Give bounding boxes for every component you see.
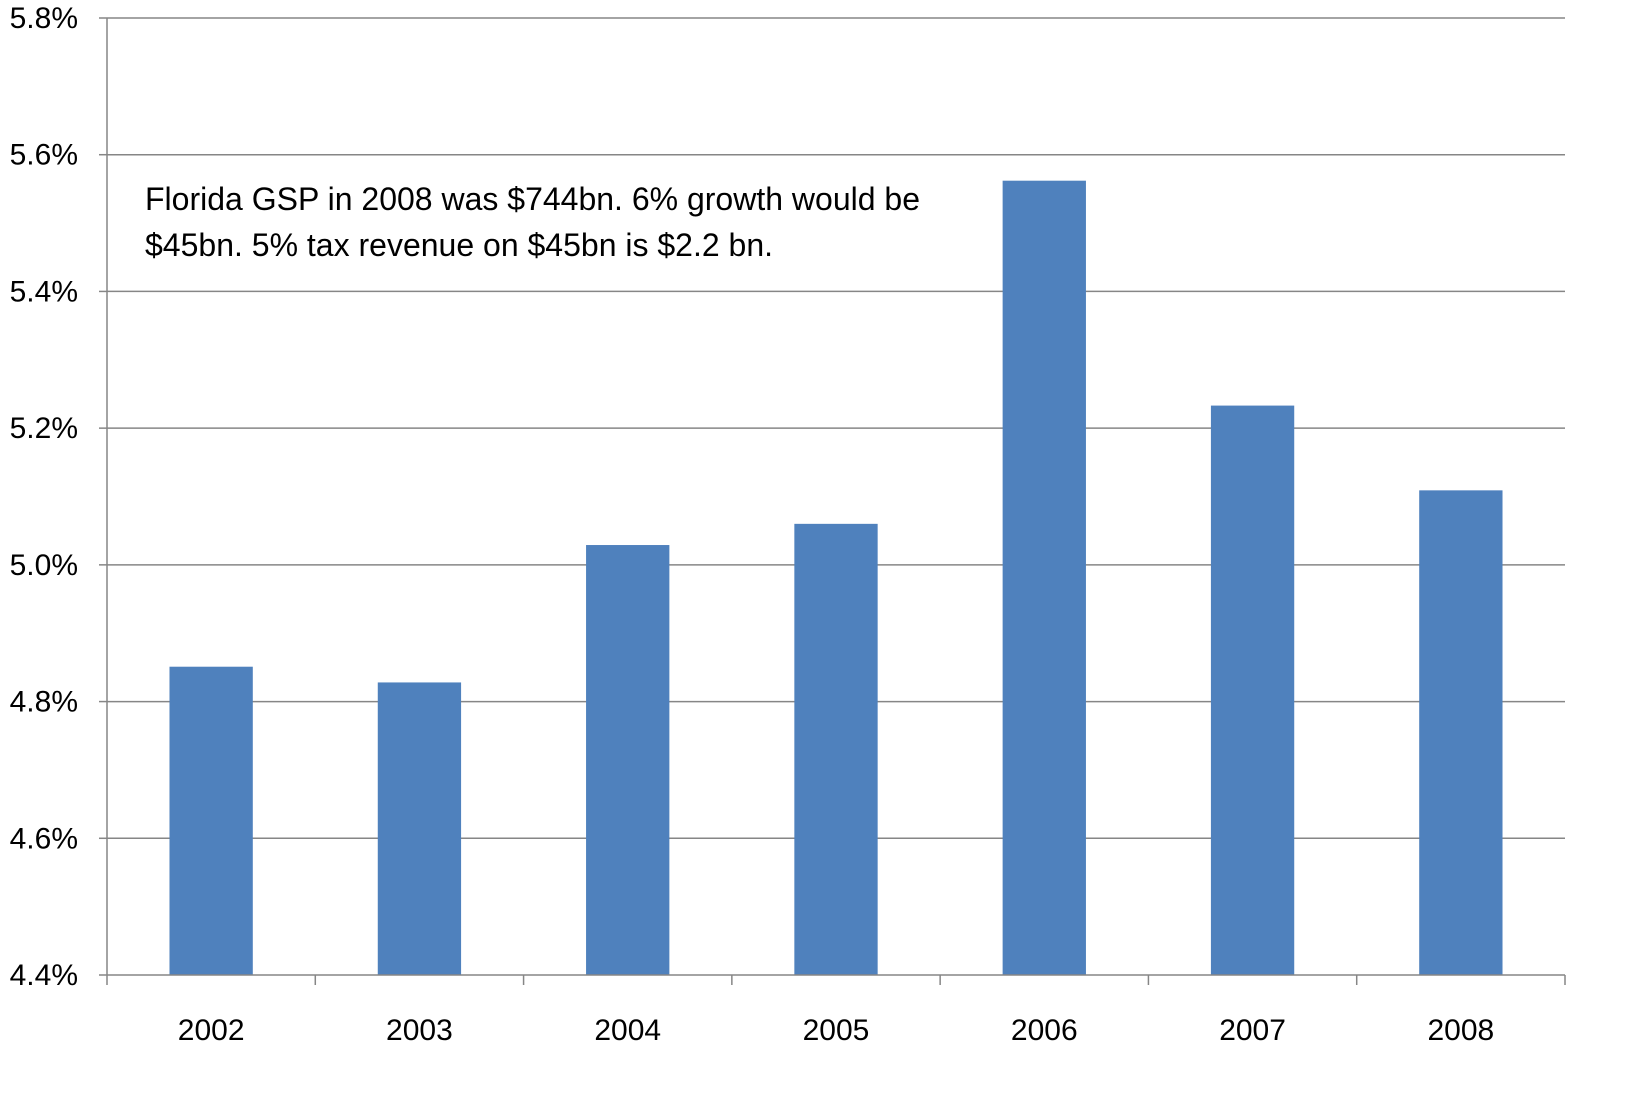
annotation-line-2: $45bn. 5% tax revenue on $45bn is $2.2 b…: [145, 227, 773, 263]
y-tick-label: 5.0%: [10, 549, 78, 582]
x-tick-label: 2006: [1011, 1014, 1078, 1047]
bar-2007: [1210, 405, 1295, 976]
bar-2004: [586, 545, 670, 975]
x-tick-label: 2003: [386, 1014, 453, 1047]
bars: [169, 180, 1503, 976]
bar-2008: [1419, 490, 1503, 975]
bar-2003: [377, 682, 462, 975]
x-tick-label: 2007: [1219, 1014, 1286, 1047]
axes: [99, 17, 1566, 985]
x-tick-labels: 2002 2003 2004 2005 2006 2007 2008: [178, 1014, 1494, 1047]
y-tick-labels: 4.4% 4.6% 4.8% 5.0% 5.2% 5.4% 5.6% 5.8%: [10, 2, 78, 992]
x-tick-label: 2004: [594, 1014, 661, 1047]
y-tick-label: 4.8%: [10, 686, 78, 719]
y-tick-label: 5.8%: [10, 2, 78, 35]
y-tick-label: 5.2%: [10, 412, 78, 445]
x-tick-label: 2002: [178, 1014, 245, 1047]
bar-2005: [794, 523, 878, 975]
y-tick-label: 4.6%: [10, 822, 78, 855]
bar-2006: [1002, 180, 1086, 975]
annotation: Florida GSP in 2008 was $744bn. 6% growt…: [145, 181, 920, 263]
y-tick-label: 5.6%: [10, 139, 78, 172]
x-tick-label: 2008: [1427, 1014, 1494, 1047]
y-tick-label: 5.4%: [10, 275, 78, 308]
annotation-line-1: Florida GSP in 2008 was $744bn. 6% growt…: [145, 181, 920, 217]
x-tick-label: 2005: [803, 1014, 870, 1047]
y-tick-label: 4.4%: [10, 959, 78, 992]
bar-2002: [169, 666, 253, 975]
